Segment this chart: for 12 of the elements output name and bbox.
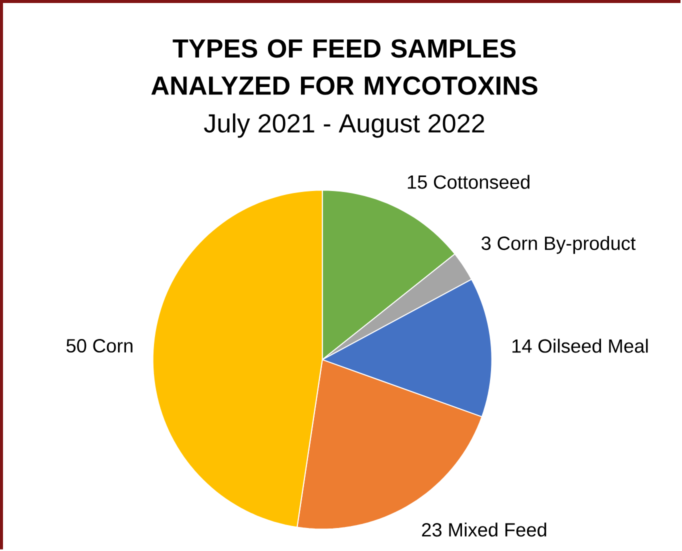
chart-title: TYPES OF FEED SAMPLES ANALYZED FOR MYCOTOXINS [151,39,538,95]
data-label: 23 [422,523,442,537]
data-label: 3 [482,236,491,250]
slice-label: Corn By-product [498,236,636,254]
slice-label: Mixed Feed [449,522,546,537]
chart-subtitle: July 2021 - August 2022 [204,113,484,138]
slice-label: Cottonseed [434,174,530,189]
data-label: 15 [408,176,427,189]
data-label: 14 [512,340,532,353]
slice-label: Corn [93,339,132,353]
data-label: 50 [66,339,86,353]
slice-label: Oilseed Meal [538,338,648,353]
